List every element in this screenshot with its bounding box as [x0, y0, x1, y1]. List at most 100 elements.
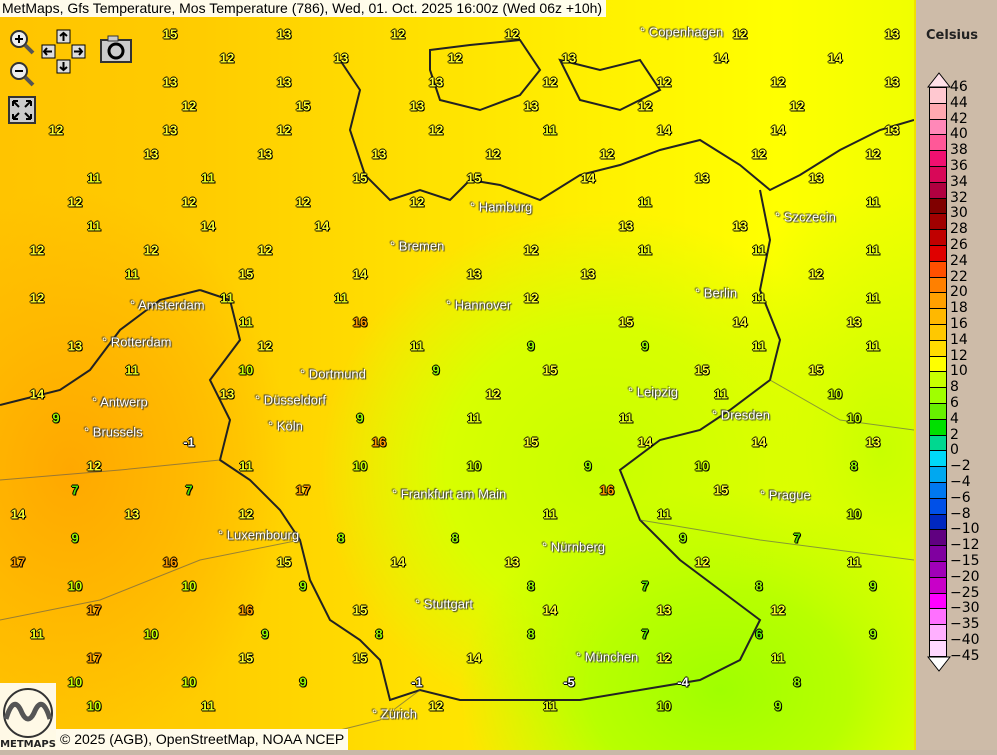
legend-band: [929, 640, 947, 657]
legend-band: [929, 482, 947, 499]
station-value: 11: [638, 194, 652, 210]
station-value: 11: [714, 386, 728, 402]
station-value: 11: [201, 698, 215, 714]
station-value: 12: [637, 98, 653, 114]
station-value: 12: [504, 26, 520, 42]
station-value: 13: [523, 98, 539, 114]
legend-label: 36: [950, 158, 968, 174]
legend-band: [929, 276, 947, 294]
legend-band: [929, 608, 947, 626]
station-value: 11: [752, 242, 766, 258]
station-value: 12: [523, 290, 539, 306]
station-value: 10: [181, 578, 197, 594]
city-label: ° Copenhagen: [640, 24, 724, 40]
station-value: 8: [375, 626, 383, 642]
station-value: 8: [337, 530, 345, 546]
station-value: 12: [181, 98, 197, 114]
legend-label: −10: [950, 521, 980, 538]
station-value: 13: [257, 146, 273, 162]
station-value: 11: [638, 242, 652, 258]
station-value: 15: [238, 650, 254, 666]
pan-arrows-icon[interactable]: [40, 29, 88, 75]
station-value: 7: [71, 482, 79, 498]
zoom-in-icon[interactable]: [8, 28, 36, 56]
station-value: 11: [543, 122, 557, 138]
station-value: 12: [428, 122, 444, 138]
station-value: 9: [869, 626, 877, 642]
legend-band: [929, 561, 947, 578]
legend-band: [929, 355, 947, 373]
station-value: 8: [793, 674, 801, 690]
station-value: 13: [884, 26, 900, 42]
station-value: 15: [808, 362, 824, 378]
legend-label: 38: [950, 142, 968, 159]
station-value: 17: [295, 482, 311, 498]
zoom-out-icon[interactable]: [8, 60, 36, 88]
station-value: 11: [239, 314, 253, 330]
station-value: 17: [86, 650, 102, 666]
legend-band: [929, 260, 947, 278]
legend-label: 32: [950, 189, 968, 206]
station-value: 11: [752, 290, 766, 306]
station-value: 12: [485, 386, 501, 402]
station-value: 14: [10, 506, 26, 522]
legend-band: [929, 213, 947, 231]
camera-icon[interactable]: [100, 34, 132, 64]
station-value: 12: [523, 242, 539, 258]
legend-band: [929, 450, 947, 468]
station-value: 12: [770, 602, 786, 618]
legend-band: [929, 308, 947, 325]
station-value: 10: [67, 674, 83, 690]
station-value: 14: [580, 170, 596, 186]
station-value: 14: [827, 50, 843, 66]
legend-band: [929, 387, 947, 404]
legend-band: [929, 576, 947, 594]
legend-band: [929, 339, 947, 357]
station-value: 12: [732, 26, 748, 42]
city-label: ° Dresden: [712, 407, 770, 423]
station-value: 16: [162, 554, 178, 570]
legend-label: 10: [950, 363, 968, 380]
station-value: 14: [200, 218, 216, 234]
station-value: 11: [543, 698, 557, 714]
station-value: 12: [751, 146, 767, 162]
station-value: 9: [261, 626, 269, 642]
station-value: 12: [542, 74, 558, 90]
station-value: 13: [466, 266, 482, 282]
temperature-legend: Celsius 46 44 42 40 38 36 34 32 30 28 26 24 22 20 18 16…: [914, 0, 997, 750]
station-value: 12: [257, 338, 273, 354]
station-value: 12: [599, 146, 615, 162]
legend-label: 40: [950, 126, 968, 143]
fullscreen-icon[interactable]: [8, 96, 36, 124]
copyright-text[interactable]: © 2025 (AGB), OpenStreetMap, NOAA NCEP: [56, 729, 349, 750]
metmaps-logo: METMAPS: [0, 683, 56, 750]
legend-band: [929, 624, 947, 641]
station-value: 10: [694, 458, 710, 474]
station-value: -1: [411, 674, 423, 690]
station-value: 9: [527, 338, 535, 354]
temperature-map[interactable]: 15 13 12 12 12 13 12 13 12 13 14 14 13 13 13 12 12 12 13 12…: [0, 0, 914, 750]
station-value: 12: [409, 194, 425, 210]
station-value: 9: [584, 458, 592, 474]
legend-label: 42: [950, 110, 968, 127]
city-label: ° Nürnberg: [542, 539, 606, 555]
station-value: 10: [67, 578, 83, 594]
station-value: 11: [619, 410, 633, 426]
station-value: 12: [428, 698, 444, 714]
station-value: 13: [67, 338, 83, 354]
legend-title: Celsius: [926, 28, 978, 43]
legend-band: [929, 371, 947, 389]
station-value: 9: [432, 362, 440, 378]
station-value: 15: [162, 26, 178, 42]
legend-label: 30: [950, 205, 968, 222]
station-value: 9: [299, 578, 307, 594]
station-value: 12: [485, 146, 501, 162]
station-value: 12: [219, 50, 235, 66]
station-value: 12: [86, 458, 102, 474]
station-value: 8: [755, 578, 763, 594]
station-value: 17: [10, 554, 26, 570]
station-value: 14: [751, 434, 767, 450]
station-value: 11: [866, 242, 880, 258]
station-value: 12: [808, 266, 824, 282]
station-value: 13: [428, 74, 444, 90]
